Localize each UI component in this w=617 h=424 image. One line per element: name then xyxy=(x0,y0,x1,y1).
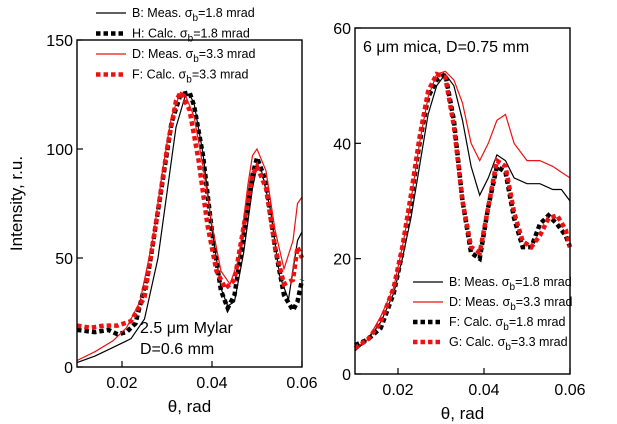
legend-label: D: Meas. σb=3.3 mrad xyxy=(449,295,572,313)
y-tick-label: 20 xyxy=(333,252,351,269)
legend-label: D: Meas. σb=3.3 mrad xyxy=(132,47,255,65)
y-tick-label: 100 xyxy=(46,142,73,159)
legend-label: F: Calc. σb=1.8 mrad xyxy=(449,315,565,333)
x-tick-label: 0.02 xyxy=(382,382,413,399)
sample-annotation: D=0.6 mm xyxy=(140,341,214,358)
legend-label: F: Calc. σb=3.3 mrad xyxy=(132,68,248,86)
series-line-4 xyxy=(353,71,573,350)
series-line-2 xyxy=(76,89,305,337)
x-tick-label: 0.04 xyxy=(196,375,227,392)
plot-frame xyxy=(354,27,571,375)
right-chart-panel: 0.02 0.04 0.06 0 20 40 60 θ, rad 6 μm mica, D=0.… xyxy=(333,21,585,423)
legend-label: B: Meas. σb=1.8 mrad xyxy=(132,6,255,24)
sample-annotation: 2.5 μm Mylar xyxy=(140,320,233,337)
y-tick-label: 0 xyxy=(342,367,351,384)
y-tick-label: 50 xyxy=(55,251,73,268)
legend-label: G: Calc. σb=3.3 mrad xyxy=(449,335,568,353)
x-tick-label: 0.04 xyxy=(468,382,499,399)
y-tick-label: 150 xyxy=(46,33,73,50)
legend-label: B: Meas. σb=1.8 mrad xyxy=(449,275,572,293)
chart-title: 6 μm mica, D=0.75 mm xyxy=(363,39,529,56)
x-axis-label: θ, rad xyxy=(168,397,211,416)
x-axis-label: θ, rad xyxy=(441,404,484,423)
y-tick-label: 0 xyxy=(64,360,73,377)
series-line-4 xyxy=(76,87,305,331)
legend: B: Meas. σb=1.8 mrad H: Calc. σb=1.8 mrad… xyxy=(96,6,255,86)
y-tick-label: 60 xyxy=(333,21,351,38)
legend-label: H: Calc. σb=1.8 mrad xyxy=(132,27,250,45)
x-tick-label: 0.06 xyxy=(554,382,585,399)
legend: B: Meas. σb=1.8 mrad D: Meas. σb=3.3 mrad… xyxy=(413,275,572,353)
x-tick-label: 0.02 xyxy=(106,375,137,392)
y-tick-label: 40 xyxy=(333,136,351,153)
plot-frame xyxy=(76,39,303,368)
y-axis-label: Intensity, r.u. xyxy=(7,156,26,251)
left-chart-panel: 0.02 0.04 0.06 0 50 100 150 θ, rad Intensity, r.… xyxy=(7,6,318,416)
x-tick-label: 0.06 xyxy=(286,375,317,392)
